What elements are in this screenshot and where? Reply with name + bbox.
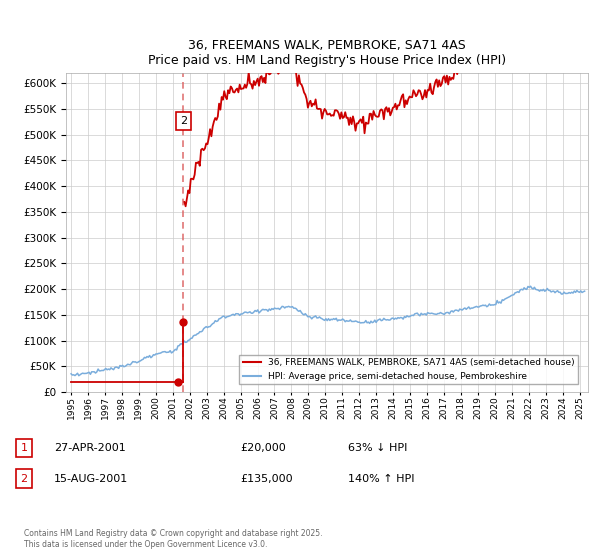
Text: 1: 1 [20, 443, 28, 453]
Text: 140% ↑ HPI: 140% ↑ HPI [348, 474, 415, 484]
Legend: 36, FREEMANS WALK, PEMBROKE, SA71 4AS (semi-detached house), HPI: Average price,: 36, FREEMANS WALK, PEMBROKE, SA71 4AS (s… [239, 354, 578, 384]
Text: £135,000: £135,000 [240, 474, 293, 484]
Text: Contains HM Land Registry data © Crown copyright and database right 2025.
This d: Contains HM Land Registry data © Crown c… [24, 529, 323, 549]
Title: 36, FREEMANS WALK, PEMBROKE, SA71 4AS
Price paid vs. HM Land Registry's House Pr: 36, FREEMANS WALK, PEMBROKE, SA71 4AS Pr… [148, 39, 506, 67]
Text: 2: 2 [180, 116, 187, 125]
Text: 2: 2 [20, 474, 28, 484]
Text: 27-APR-2001: 27-APR-2001 [54, 443, 126, 453]
Text: £20,000: £20,000 [240, 443, 286, 453]
Text: 63% ↓ HPI: 63% ↓ HPI [348, 443, 407, 453]
Text: 15-AUG-2001: 15-AUG-2001 [54, 474, 128, 484]
